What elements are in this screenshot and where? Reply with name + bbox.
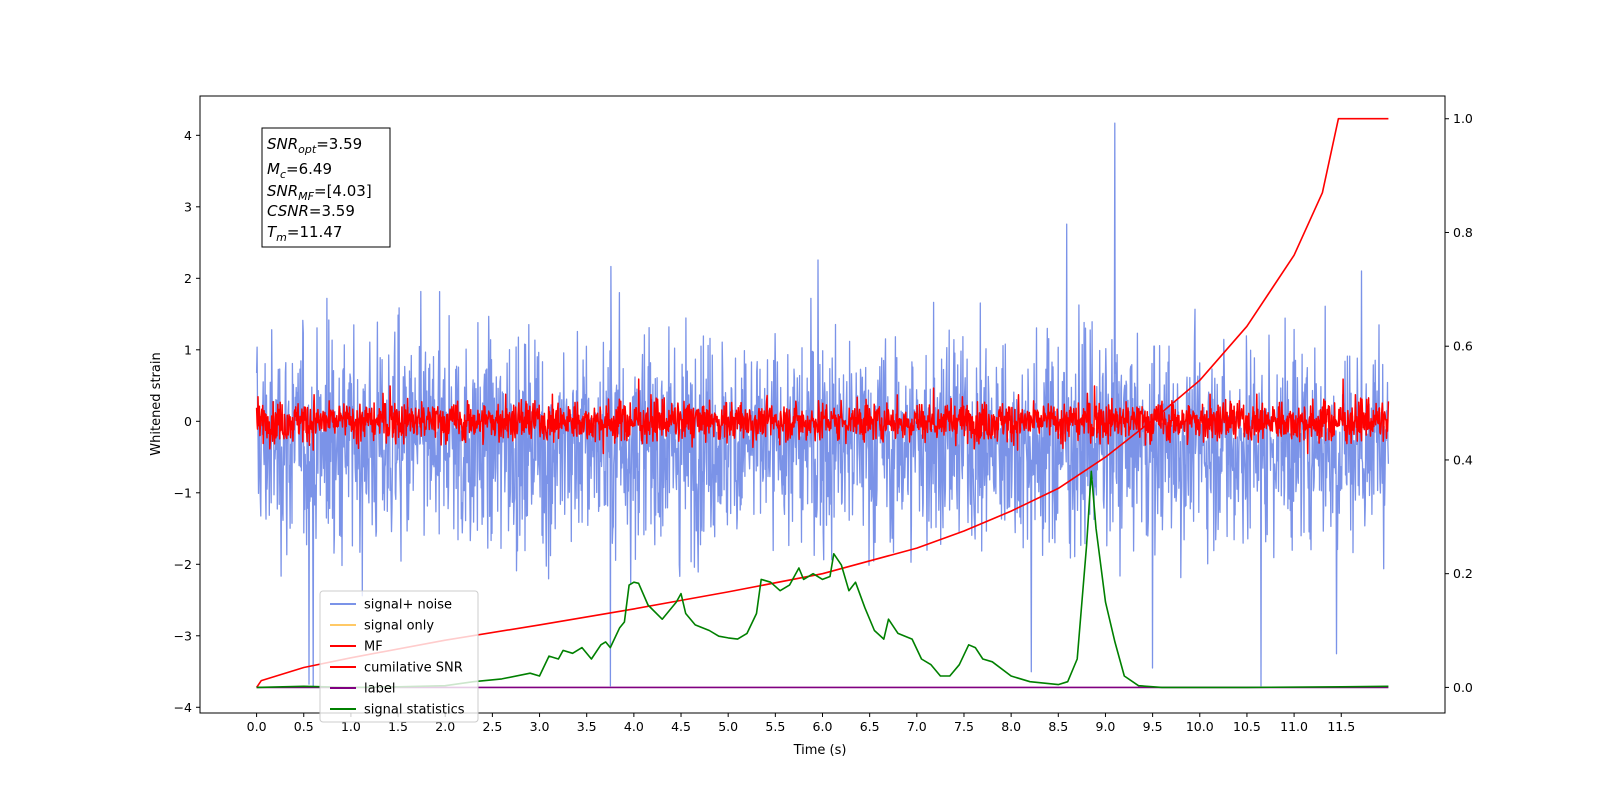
y-tick-label: −2	[174, 557, 192, 572]
y2-tick-label: 1.0	[1453, 111, 1473, 126]
x-tick-label: 0.0	[247, 719, 267, 734]
x-tick-label: 11.5	[1327, 719, 1355, 734]
x-tick-label: 7.0	[907, 719, 927, 734]
x-tick-label: 3.0	[530, 719, 550, 734]
info-snr-opt: SNRopt=3.59	[267, 135, 362, 156]
legend-frame	[319, 590, 479, 723]
x-tick-label: 9.5	[1143, 719, 1163, 734]
y-tick-label: 4	[184, 128, 192, 143]
x-tick-label: 8.0	[1001, 719, 1021, 734]
x-tick-label: 4.5	[671, 719, 691, 734]
y2-tick-label: 0.8	[1453, 225, 1473, 240]
x-tick-label: 0.5	[294, 719, 314, 734]
y-tick-label: 2	[184, 271, 192, 286]
legend: signal+ noise signal only MF cumilative SNR…	[319, 590, 479, 723]
x-axis: 0.0 0.5 1.0 1.5 2.0 2.5 3.0 3.5 4.0 4.5 5.0 5.5 6.0 6…	[247, 713, 1355, 734]
y-tick-label: −3	[174, 628, 192, 643]
x-tick-label: 6.5	[860, 719, 880, 734]
y2-tick-label: 0.6	[1453, 339, 1473, 354]
x-tick-label: 7.5	[954, 719, 974, 734]
x-tick-label: 6.0	[813, 719, 833, 734]
x-tick-label: 1.0	[341, 719, 361, 734]
info-csnr: CSNR=3.59	[267, 202, 355, 220]
y-axis-left: −4 −3 −2 −1 0 1 2 3 4	[174, 128, 200, 715]
x-tick-label: 1.5	[388, 719, 408, 734]
x-tick-label: 9.0	[1096, 719, 1116, 734]
legend-label: cumilative SNR	[364, 661, 463, 676]
y-tick-label: −1	[174, 485, 192, 500]
series-line-mf	[255, 378, 1390, 455]
x-tick-label: 3.5	[577, 719, 597, 734]
y2-tick-label: 0.0	[1453, 680, 1473, 695]
y-axis-right: 0.0 0.2 0.4 0.6 0.8 1.0	[1445, 111, 1473, 695]
info-box: SNRopt=3.59 Mc=6.49 SNRMF=[4.03] CSNR=3.…	[261, 127, 391, 248]
y-tick-label: 1	[184, 342, 192, 357]
x-tick-label: 11.0	[1280, 719, 1308, 734]
y2-tick-label: 0.4	[1453, 452, 1473, 467]
legend-label: signal+ noise	[364, 598, 452, 613]
x-tick-label: 4.0	[624, 719, 644, 734]
legend-label: label	[364, 682, 395, 697]
y-tick-label: 3	[184, 199, 192, 214]
y-axis-label: Whitened strain	[149, 352, 164, 455]
legend-label: signal statistics	[364, 703, 465, 718]
x-tick-label: 8.5	[1048, 719, 1068, 734]
y-tick-label: 0	[184, 414, 192, 429]
info-snr-mf: SNRMF=[4.03]	[267, 182, 372, 203]
series-line-signal-statistics	[256, 470, 1389, 689]
y-tick-label: −4	[174, 700, 192, 715]
x-tick-label: 10.5	[1233, 719, 1261, 734]
legend-label: MF	[364, 640, 383, 655]
info-tm: Tm=11.47	[267, 223, 342, 244]
y2-tick-label: 0.2	[1453, 566, 1473, 581]
x-axis-label: Time (s)	[793, 743, 847, 758]
x-tick-label: 10.0	[1186, 719, 1214, 734]
info-mc: Mc=6.49	[267, 160, 332, 181]
x-tick-label: 2.0	[435, 719, 455, 734]
x-tick-label: 5.5	[765, 719, 785, 734]
x-tick-label: 5.0	[718, 719, 738, 734]
x-tick-label: 2.5	[482, 719, 502, 734]
legend-label: signal only	[364, 619, 434, 634]
